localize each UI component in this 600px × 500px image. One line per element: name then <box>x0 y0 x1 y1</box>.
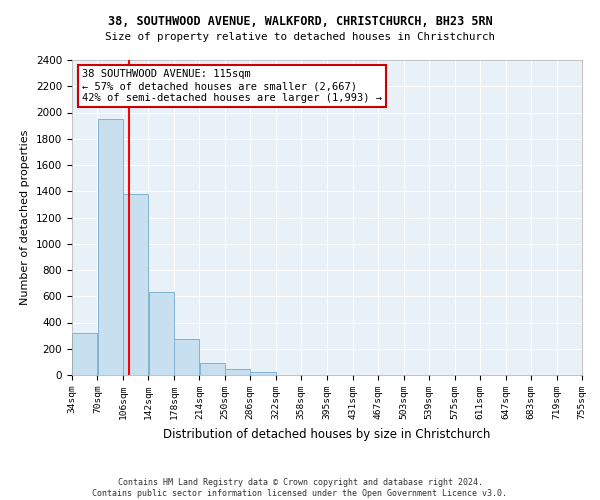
Text: Contains HM Land Registry data © Crown copyright and database right 2024.
Contai: Contains HM Land Registry data © Crown c… <box>92 478 508 498</box>
Bar <box>199 362 224 375</box>
Bar <box>225 369 250 375</box>
Bar <box>72 333 97 375</box>
Bar <box>174 339 199 375</box>
Text: Size of property relative to detached houses in Christchurch: Size of property relative to detached ho… <box>105 32 495 42</box>
Bar <box>98 119 123 375</box>
Text: 38 SOUTHWOOD AVENUE: 115sqm
← 57% of detached houses are smaller (2,667)
42% of : 38 SOUTHWOOD AVENUE: 115sqm ← 57% of det… <box>82 70 382 102</box>
Bar <box>123 194 148 375</box>
Bar <box>149 292 173 375</box>
Y-axis label: Number of detached properties: Number of detached properties <box>20 130 31 305</box>
Bar <box>250 372 275 375</box>
X-axis label: Distribution of detached houses by size in Christchurch: Distribution of detached houses by size … <box>163 428 491 440</box>
Text: 38, SOUTHWOOD AVENUE, WALKFORD, CHRISTCHURCH, BH23 5RN: 38, SOUTHWOOD AVENUE, WALKFORD, CHRISTCH… <box>107 15 493 28</box>
